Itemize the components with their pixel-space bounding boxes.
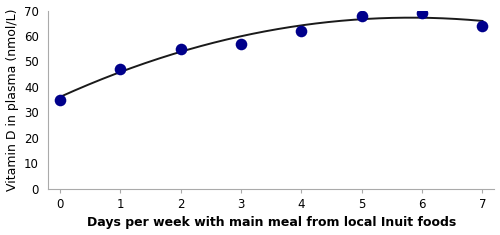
Point xyxy=(176,47,184,51)
Point xyxy=(298,29,306,33)
Point xyxy=(116,67,124,71)
Y-axis label: Vitamin D in plasma (nmol/L): Vitamin D in plasma (nmol/L) xyxy=(6,8,18,191)
Point xyxy=(56,98,64,102)
Point xyxy=(237,42,245,46)
Point xyxy=(478,24,486,28)
Point xyxy=(358,14,366,18)
Point xyxy=(418,11,426,15)
X-axis label: Days per week with main meal from local Inuit foods: Days per week with main meal from local … xyxy=(86,216,456,229)
